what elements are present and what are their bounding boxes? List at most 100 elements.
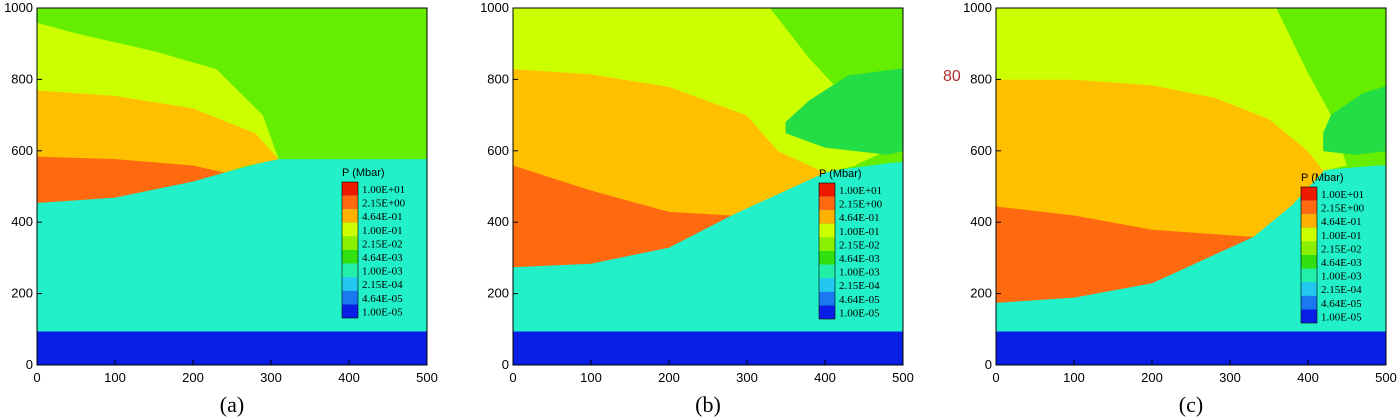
legend-label: 2.15E+00 [1321,203,1365,215]
x-tick-label: 500 [892,370,914,385]
y-tick-label: 1000 [4,0,33,15]
x-tick-label: 200 [182,370,204,385]
legend-label: 4.64E-03 [839,253,880,265]
y-tick-label: 1000 [963,0,992,15]
legend-swatch [1301,268,1317,283]
legend-swatch [342,182,358,196]
legend-label: 1.00E-05 [362,306,403,318]
y-tick-label: 600 [487,143,509,158]
legend-swatch [1301,214,1317,228]
region-4.64E-03 [785,68,903,155]
legend-title: P (Mbar) [1301,172,1344,184]
legend-swatch [819,251,835,265]
legend-swatch [819,278,835,292]
legend-label: 1.00E-03 [839,267,880,279]
y-tick-label: 400 [11,214,33,229]
x-tick-label: 500 [1375,370,1397,385]
legend-swatch [1301,227,1317,242]
legend-swatch [819,291,835,306]
chart-panel-1: 0 100 200 300 400 500 0 200 400 600 800 1000 P (Mbar… [4,0,438,417]
legend-swatch [1301,255,1317,269]
x-tick-label: 300 [736,370,758,385]
legend-title: P (Mbar) [819,168,862,180]
legend-swatch [342,263,358,278]
legend-colorbar-frame [1300,186,1318,324]
y-tick-label: 800 [11,71,33,86]
panel-caption: (a) [220,392,244,417]
legend-swatch [1301,200,1317,215]
x-tick-label: 400 [814,370,836,385]
plot-frame [995,7,1387,366]
legend-label: 2.15E-02 [1321,243,1362,255]
legend-swatch [819,210,835,224]
legend-label: 1.00E-03 [362,266,403,278]
legend-swatch [342,250,358,264]
region-1.00E-01 [996,8,1348,171]
legend-label: 2.15E-04 [839,280,880,292]
legend-label: 2.15E-04 [1321,284,1362,296]
y-tick-label: 200 [11,286,33,301]
panel-caption: (c) [1179,392,1203,417]
region-1.00E-05 [996,330,1386,365]
legend-label: 4.64E-05 [1321,298,1362,310]
legend-swatch [819,183,835,197]
legend-label: 1.00E-01 [839,226,880,238]
legend-label: 1.00E-01 [1321,230,1362,242]
x-tick-label: 100 [1063,370,1085,385]
legend-label: 4.64E-05 [362,293,403,305]
legend-swatch [342,209,358,223]
y-tick-label: 800 [970,71,992,86]
legend-swatch [819,223,835,238]
region-1.00E-05 [37,330,427,365]
legend-swatch [819,237,835,251]
region-1.00E-05 [513,330,903,365]
pressure-regions [37,8,427,365]
legend-swatch [819,196,835,211]
legend-swatch [342,304,358,318]
legend-title: P (Mbar) [342,167,385,179]
pressure-regions [996,8,1386,365]
plot-frame [36,7,428,366]
legend-swatch [342,277,358,291]
y-tick-label: 800 [487,71,509,86]
legend-swatch [342,290,358,305]
legend-label: 1.00E-05 [1321,311,1362,323]
y-tick-label: 400 [970,214,992,229]
legend-swatch [1301,241,1317,255]
legend-colorbar-frame [341,181,359,319]
pressure-regions [513,8,903,365]
y-tick-label: 0 [985,357,992,372]
region-2.15E-02 [37,8,427,160]
legend-label: 1.00E+01 [362,184,405,196]
y-tick-label: 200 [970,286,992,301]
legend-colorbar-frame [818,182,836,320]
legend-label: 4.64E-03 [1321,257,1362,269]
legend-swatch [1301,187,1317,201]
legend-label: 2.15E+00 [839,199,883,211]
legend-swatch [342,236,358,250]
x-tick-label: 300 [260,370,282,385]
legend-label: 1.00E-03 [1321,271,1362,283]
legend-label: 4.64E-01 [839,212,880,224]
chart-panel-3: 0 100 200 300 400 500 0 200 400 600 800 1000 P (Mbar… [963,0,1397,417]
y-tick-label: 200 [487,286,509,301]
legend-swatch [1301,309,1317,323]
x-tick-label: 0 [992,370,999,385]
legend-swatch [342,195,358,210]
x-tick-label: 200 [1141,370,1163,385]
x-tick-label: 400 [338,370,360,385]
legend-swatch [819,264,835,279]
chart-panel-2: 0 100 200 300 400 500 0 200 400 600 800 1000 P (Mbar… [480,0,914,417]
legend-swatch [1301,282,1317,296]
legend-label: 4.64E-05 [839,294,880,306]
x-tick-label: 300 [1219,370,1241,385]
legend-swatch [1301,295,1317,310]
legend-label: 4.64E-01 [1321,216,1362,228]
legend-label: 2.15E-02 [362,238,403,250]
legend-label: 1.00E+01 [839,185,882,197]
x-tick-label: 200 [658,370,680,385]
y-tick-label: 600 [11,143,33,158]
x-tick-label: 500 [416,370,438,385]
y-tick-label: 1000 [480,0,509,15]
y-tick-label: 400 [487,214,509,229]
